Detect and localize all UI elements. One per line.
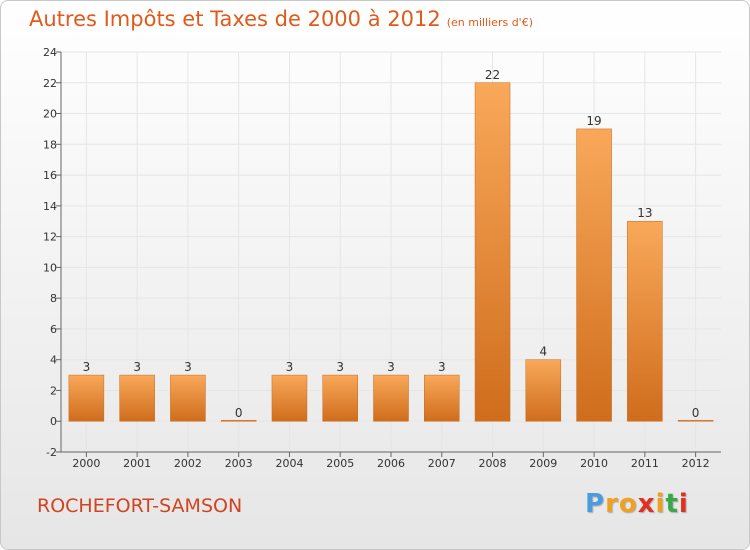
chart-title: Autres Impôts et Taxes de 2000 à 2012 (en… [29, 7, 533, 31]
y-tick-label: -2 [46, 446, 57, 459]
data-label: 3 [438, 360, 446, 374]
data-label: 3 [83, 360, 91, 374]
y-tick-label: 10 [43, 261, 57, 274]
bar [170, 374, 206, 422]
logo-letter: r [605, 489, 619, 519]
y-tick-label: 14 [43, 200, 57, 213]
proxiti-logo[interactable]: Proxiti [585, 489, 689, 519]
logo-letter: i [678, 489, 689, 519]
bar [271, 374, 308, 422]
logo-letter: P [585, 489, 606, 519]
bar [627, 220, 663, 422]
x-tick-label: 2008 [479, 457, 507, 470]
y-tick-label: 6 [50, 323, 57, 336]
x-tick-label: 2006 [377, 457, 405, 470]
bar [373, 374, 409, 422]
x-tick-label: 2000 [72, 457, 100, 470]
data-label: 13 [637, 206, 652, 220]
bar [576, 128, 612, 422]
data-label: 3 [286, 360, 294, 374]
data-label: 3 [387, 360, 395, 374]
data-label: 4 [539, 345, 547, 359]
data-label: 3 [336, 360, 344, 374]
bar [322, 374, 358, 422]
data-label: 22 [485, 68, 500, 82]
x-tick-label: 2003 [225, 457, 253, 470]
bar [424, 374, 460, 422]
y-tick-label: 8 [50, 292, 57, 305]
data-label: 0 [235, 406, 243, 420]
y-tick-label: 16 [43, 169, 57, 182]
bars [68, 82, 714, 422]
labels: 3 3 3 0 3 3 3 3 22 4 19 13 0 [83, 68, 700, 420]
x-tick-label: 2007 [428, 457, 456, 470]
x-tick-label: 2009 [529, 457, 557, 470]
bar [119, 374, 155, 422]
chart-unit: (en milliers d'€) [446, 16, 533, 29]
logo-letter: i [655, 489, 666, 519]
logo-letter: t [665, 489, 679, 519]
logo-letter: x [637, 489, 656, 519]
y-tick-label: 24 [43, 46, 57, 59]
bar [220, 419, 257, 422]
bar [525, 359, 562, 422]
y-tick-label: 0 [50, 415, 57, 428]
data-label: 19 [586, 114, 601, 128]
x-tick-label: 2001 [123, 457, 151, 470]
x-tick-label: 2011 [631, 457, 659, 470]
commune-name: ROCHEFORT-SAMSON [37, 495, 243, 517]
y-tick-label: 2 [50, 384, 57, 397]
y-tick-label: 22 [43, 77, 57, 90]
data-label: 3 [184, 360, 192, 374]
data-label: 0 [692, 406, 700, 420]
bar [677, 419, 714, 422]
x-tick-label: 2012 [682, 457, 710, 470]
bar [68, 374, 105, 422]
x-tick-label: 2010 [580, 457, 608, 470]
chart-title-text: Autres Impôts et Taxes de 2000 à 2012 [29, 7, 441, 31]
logo-letter: o [618, 489, 638, 519]
x-tick-label: 2005 [326, 457, 354, 470]
y-tick-label: 20 [43, 108, 57, 121]
y-tick-label: 4 [50, 354, 57, 367]
y-tick-label: 12 [43, 231, 57, 244]
x-tick-label: 2002 [174, 457, 202, 470]
bar [474, 82, 511, 422]
x-tick-label: 2004 [275, 457, 303, 470]
data-label: 3 [133, 360, 141, 374]
y-tick-label: 18 [43, 138, 57, 151]
